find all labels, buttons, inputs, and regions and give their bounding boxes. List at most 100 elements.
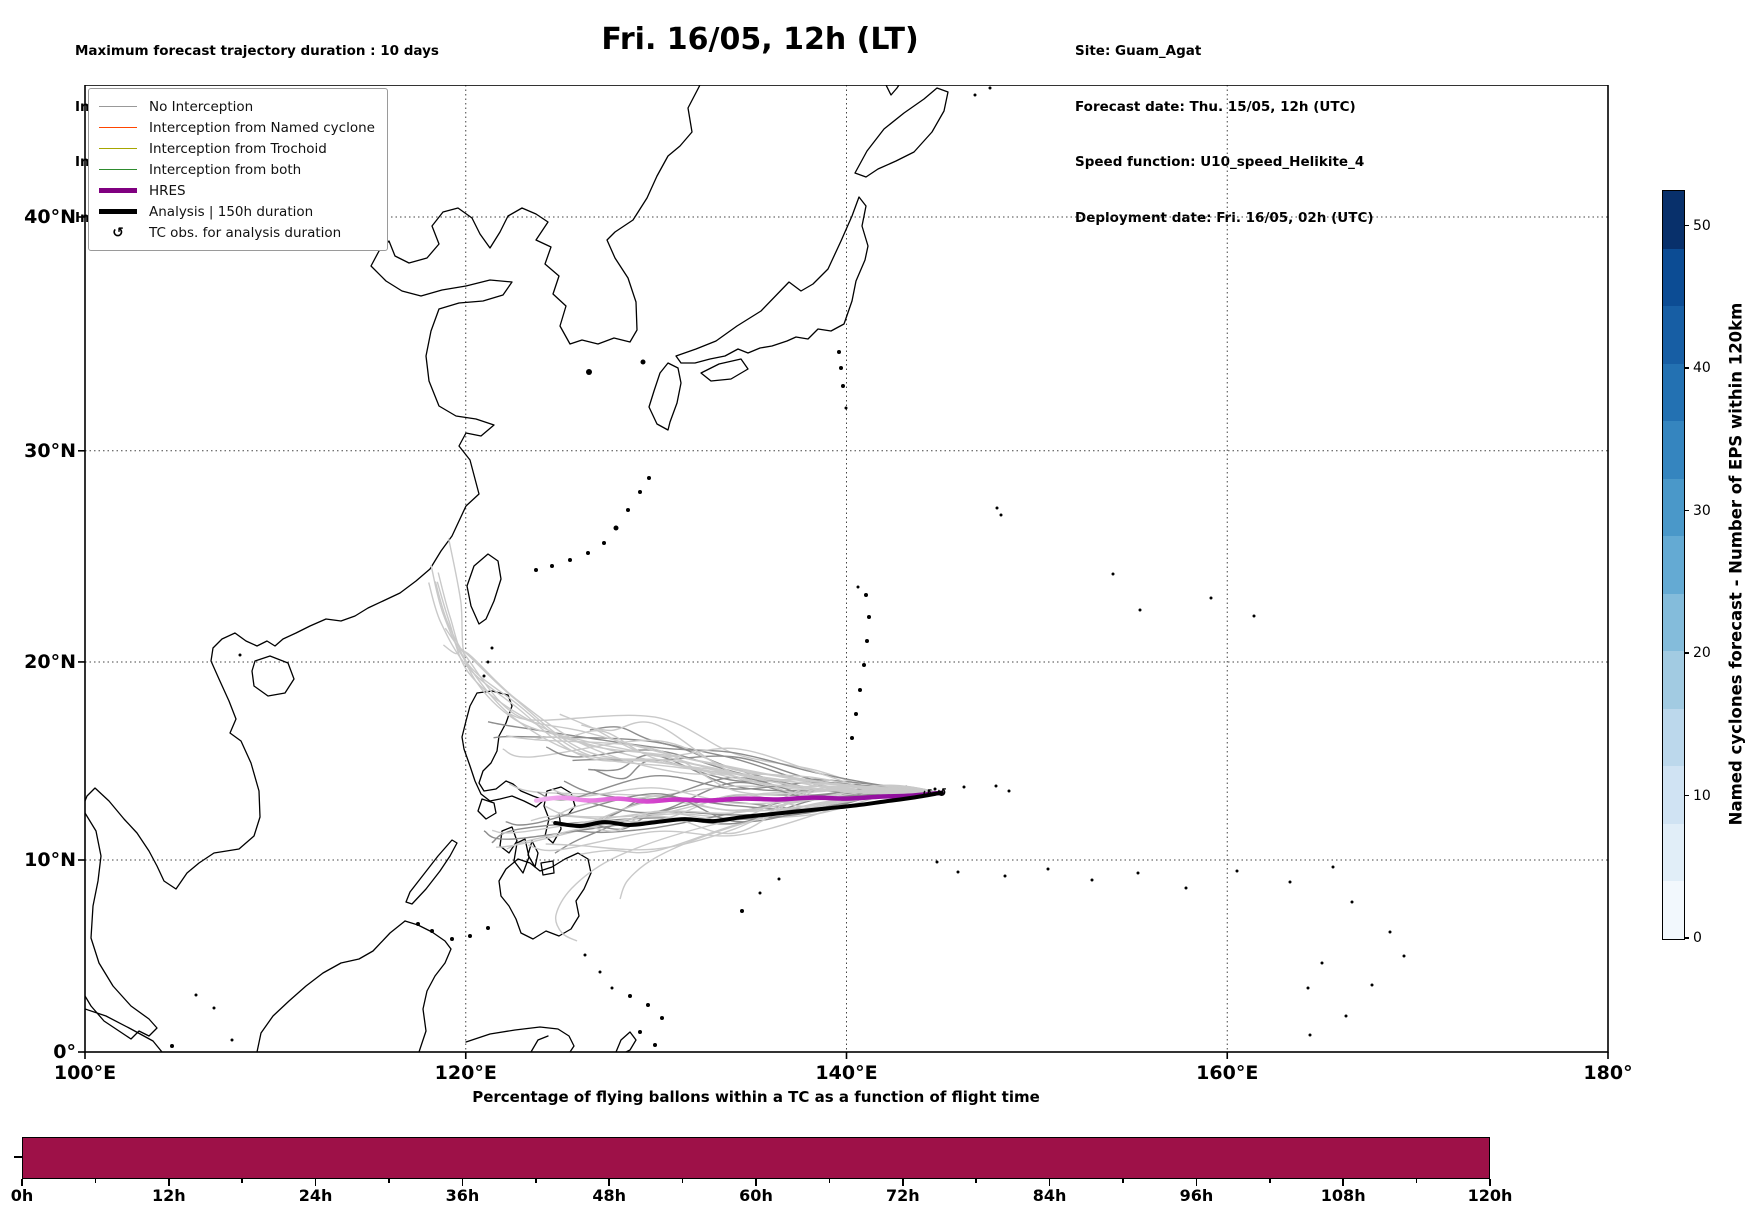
colorbar-tick bbox=[1684, 367, 1689, 369]
trajectory-map: ↺↺ bbox=[78, 85, 1609, 1059]
bottom-xtick-label: 0h bbox=[10, 1186, 34, 1205]
bottom-xtick-major bbox=[314, 1179, 317, 1186]
bottom-xtick-major bbox=[755, 1179, 757, 1186]
coast-sulawesi-hook bbox=[530, 1035, 549, 1052]
max-duration-text: Maximum forecast trajectory duration : 1… bbox=[75, 43, 439, 59]
legend-item: HRES bbox=[99, 180, 375, 201]
coast-honshu bbox=[675, 196, 869, 364]
coast-sumatra bbox=[85, 1008, 163, 1052]
bottom-xtick-minor bbox=[1122, 1179, 1124, 1183]
colorbar-label: Named cyclones forecast - Number of EPS … bbox=[1726, 302, 1746, 826]
colorbar-tick bbox=[1684, 509, 1689, 512]
legend-item-label: Interception from Named cyclone bbox=[149, 119, 375, 136]
coast-malay-peninsula bbox=[85, 812, 158, 1040]
colorbar-tick bbox=[1684, 652, 1689, 654]
y-tick-label: 20°N bbox=[24, 650, 76, 673]
legend-item-label: HRES bbox=[149, 182, 186, 199]
legend-item: Interception from Trochoid bbox=[99, 138, 375, 159]
deployment-date-text: Deployment date: Fri. 16/05, 02h (UTC) bbox=[1075, 209, 1374, 226]
bottom-xtick-major bbox=[1048, 1179, 1051, 1186]
colorbar-tick-label: 10 bbox=[1693, 787, 1711, 804]
coast-borneo-west bbox=[256, 920, 406, 1052]
coast-palawan bbox=[405, 839, 458, 905]
y-tick-label: 10°N bbox=[24, 848, 76, 871]
bottom-xtick-major bbox=[608, 1179, 610, 1186]
colorbar-tick-label: 0 bbox=[1693, 930, 1702, 946]
colorbar-tick-label: 50 bbox=[1693, 217, 1711, 234]
map-legend: No Interception Interception from Named c… bbox=[88, 88, 388, 251]
bottom-xtick-label: 96h bbox=[1179, 1186, 1214, 1205]
legend-line-swatch bbox=[99, 209, 137, 214]
bottom-xtick-minor bbox=[241, 1179, 243, 1183]
colorbar-tick bbox=[1684, 937, 1689, 939]
bottom-xtick-label: 84h bbox=[1032, 1186, 1067, 1205]
hres-track bbox=[533, 790, 944, 804]
colorbar-tick-label: 20 bbox=[1693, 645, 1711, 662]
x-tick-label: 180° bbox=[1583, 1062, 1633, 1084]
map-gridlines bbox=[85, 85, 1608, 1052]
coast-hainan bbox=[251, 655, 295, 697]
bottom-xtick-major bbox=[168, 1179, 170, 1186]
tc-obs-markers: ↺↺ bbox=[922, 786, 946, 801]
bottom-xtick-major bbox=[21, 1179, 23, 1186]
x-tick-label: 160°E bbox=[1196, 1062, 1259, 1084]
figure-title: Fri. 16/05, 12h (LT) bbox=[601, 22, 919, 57]
y-tick-label: 30°N bbox=[24, 439, 76, 462]
bottom-xtick-minor bbox=[681, 1179, 684, 1183]
bottom-xtick-label: 36h bbox=[445, 1186, 480, 1205]
legend-item-label: Interception from both bbox=[149, 161, 302, 178]
colorbar-tick bbox=[1684, 794, 1689, 797]
forecast-date-text: Forecast date: Thu. 15/05, 12h (UTC) bbox=[1075, 98, 1356, 115]
legend-item: No Interception bbox=[99, 96, 375, 117]
legend-item-label: TC obs. for analysis duration bbox=[149, 224, 342, 241]
coast-mainland-asia bbox=[85, 85, 701, 890]
bottom-xtick-minor bbox=[1269, 1179, 1271, 1183]
percentage-bar bbox=[22, 1137, 1490, 1179]
bottom-xtick-label: 12h bbox=[151, 1186, 186, 1205]
x-tick-label: 140°E bbox=[815, 1062, 878, 1084]
svg-text:↺: ↺ bbox=[937, 786, 947, 800]
bottom-chart-ytick bbox=[14, 1156, 22, 1158]
y-tick-label: 0° bbox=[53, 1041, 76, 1063]
legend-line-swatch bbox=[99, 127, 137, 128]
bottom-xtick-minor bbox=[388, 1179, 390, 1183]
bottom-xtick-minor bbox=[828, 1179, 831, 1183]
coast-luzon bbox=[461, 690, 545, 808]
bottom-chart-title: Percentage of flying ballons within a TC… bbox=[472, 1088, 1040, 1106]
analysis-track bbox=[553, 790, 944, 829]
legend-item-label: Interception from Trochoid bbox=[149, 140, 327, 157]
legend-item-label: Analysis | 150h duration bbox=[149, 203, 314, 220]
tc-obs-marker-icon: ↺ bbox=[112, 224, 124, 241]
bottom-xtick-major bbox=[1342, 1179, 1344, 1186]
legend-item: Analysis | 150h duration bbox=[99, 201, 375, 222]
coast-sulawesi bbox=[465, 1026, 575, 1052]
bottom-xtick-label: 120h bbox=[1467, 1186, 1513, 1205]
coastlines bbox=[85, 85, 949, 1052]
site-text: Site: Guam_Agat bbox=[1075, 43, 1202, 59]
bottom-xtick-major bbox=[1489, 1179, 1491, 1186]
colorbar-tick-label: 30 bbox=[1693, 502, 1711, 519]
legend-line-swatch bbox=[99, 106, 137, 107]
bottom-xtick-minor bbox=[94, 1179, 97, 1183]
speed-function-text: Speed function: U10_speed_Helikite_4 bbox=[1075, 154, 1365, 170]
colorbar bbox=[1662, 190, 1685, 940]
coast-kyushu bbox=[648, 362, 682, 431]
bottom-xtick-label: 24h bbox=[298, 1186, 333, 1205]
coast-mindoro bbox=[477, 798, 497, 820]
coast-negros bbox=[513, 838, 530, 874]
bottom-xtick-label: 72h bbox=[885, 1186, 920, 1205]
bottom-xtick-major bbox=[1195, 1179, 1198, 1186]
coast-shikoku bbox=[700, 358, 749, 382]
coast-mindanao bbox=[498, 852, 592, 940]
coast-panay bbox=[499, 826, 518, 854]
coast-hokkaido bbox=[854, 87, 949, 178]
bottom-xtick-minor bbox=[975, 1179, 977, 1183]
legend-line-swatch bbox=[99, 148, 137, 149]
legend-item: ↺ TC obs. for analysis duration bbox=[99, 222, 375, 243]
coast-bohol bbox=[540, 860, 555, 876]
x-tick-label: 120°E bbox=[434, 1062, 497, 1084]
coast-taiwan bbox=[466, 553, 502, 625]
bottom-xtick-major bbox=[902, 1179, 904, 1186]
island-dots bbox=[170, 86, 1406, 1048]
